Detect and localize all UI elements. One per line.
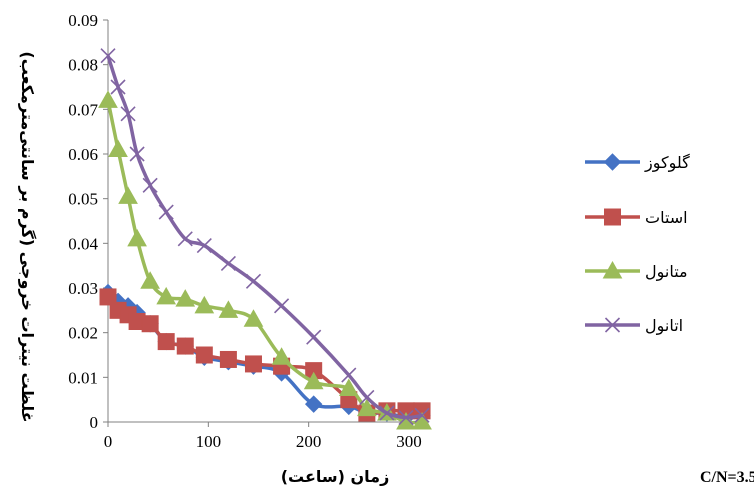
data-point-stroke [398, 409, 414, 426]
y-axis-title: غلظت نیترات خروجی (گرم بر سانتی‌مترمکعب) [18, 51, 37, 422]
legend-label: متانول [645, 262, 688, 282]
data-point-stroke [220, 255, 236, 271]
series-line [106, 295, 423, 416]
legend-label: گلوکوز [644, 153, 690, 173]
data-point [158, 204, 174, 220]
data-point-stroke [306, 329, 322, 345]
data-point [99, 288, 117, 306]
data-point-stroke [110, 79, 126, 95]
data-point-stroke [120, 106, 136, 122]
data-point-stroke [100, 48, 116, 64]
data-point [175, 289, 196, 307]
y-tick-label: 0.01 [68, 368, 98, 387]
data-point [359, 389, 375, 405]
series-3 [98, 90, 432, 430]
data-point [218, 300, 239, 318]
data-point [379, 405, 395, 421]
y-tick-label: 0.04 [68, 234, 98, 253]
x-tick-label: 100 [196, 432, 222, 451]
data-point [304, 395, 323, 413]
y-tick-label: 0.09 [68, 11, 98, 30]
series-line [106, 100, 423, 425]
legend-item: استات [585, 208, 688, 227]
data-point [245, 273, 262, 289]
data-point-stroke [129, 146, 145, 162]
data-point [142, 177, 158, 193]
data-point-stroke [341, 367, 357, 383]
data-point [141, 315, 159, 333]
data-point [157, 333, 175, 351]
series-layer [98, 48, 432, 430]
x-tick-label: 0 [104, 432, 113, 451]
legend-item: متانول [585, 260, 688, 282]
data-point [220, 255, 236, 271]
legend-label: استات [645, 208, 688, 227]
legend-marker [603, 153, 622, 171]
data-point [341, 367, 357, 383]
data-point [100, 48, 116, 64]
data-point [108, 139, 128, 158]
x-tick-label: 300 [396, 432, 422, 451]
data-point [244, 355, 262, 373]
data-point [118, 186, 138, 204]
series-4 [100, 48, 430, 426]
legend: گلوکوز استات متانول اتانول [585, 153, 690, 336]
data-point [127, 228, 147, 247]
data-point [176, 337, 194, 355]
legend-marker [602, 260, 623, 279]
data-point [243, 309, 264, 327]
data-point [303, 371, 324, 390]
y-tick-label: 0 [90, 413, 99, 432]
data-point [306, 329, 322, 345]
data-point-stroke [196, 238, 212, 254]
data-point [110, 79, 126, 95]
data-point-stroke [379, 405, 395, 421]
data-point [357, 398, 377, 417]
axes: 0 0.01 0.02 0.03 0.04 0.05 0.06 0.07 0.08 0.09 0 10… [68, 11, 430, 451]
data-point [195, 346, 213, 364]
data-point [140, 271, 160, 289]
data-point-stroke [158, 204, 174, 220]
data-point [156, 286, 177, 305]
data-point-stroke [274, 298, 290, 314]
series-line [106, 291, 423, 420]
data-point [414, 407, 430, 423]
ratio-note: C/N=3.5 [700, 469, 754, 486]
x-tick-label: 200 [296, 432, 322, 451]
x-axis-title: زمان (ساعت) [281, 467, 390, 486]
data-point [120, 106, 136, 122]
y-tick-label: 0.07 [68, 100, 98, 119]
data-point [219, 350, 237, 368]
y-tick-label: 0.06 [68, 145, 98, 164]
legend-label: اتانول [645, 316, 683, 336]
data-point [194, 295, 215, 314]
data-point-stroke [142, 177, 158, 193]
legend-marker [604, 317, 621, 333]
y-tick-label: 0.08 [68, 56, 98, 75]
data-point [274, 298, 290, 314]
y-tick-label: 0.03 [68, 279, 98, 298]
data-point [271, 347, 292, 365]
legend-marker [604, 208, 621, 226]
data-point [196, 238, 212, 254]
y-tick-label: 0.02 [68, 324, 98, 343]
data-point [412, 411, 432, 430]
data-point [129, 146, 145, 162]
legend-item: گلوکوز [585, 153, 690, 173]
legend-item: اتانول [585, 316, 683, 336]
data-point [398, 409, 414, 426]
data-point [338, 378, 359, 396]
series-2 [99, 288, 431, 422]
data-point-stroke [359, 389, 375, 405]
legend-marker-stroke [604, 317, 621, 333]
data-point [177, 231, 193, 247]
data-point [98, 90, 118, 108]
data-point-stroke [177, 231, 193, 247]
data-point-stroke [414, 407, 430, 423]
y-tick-label: 0.05 [68, 190, 98, 209]
data-point-stroke [245, 273, 262, 289]
